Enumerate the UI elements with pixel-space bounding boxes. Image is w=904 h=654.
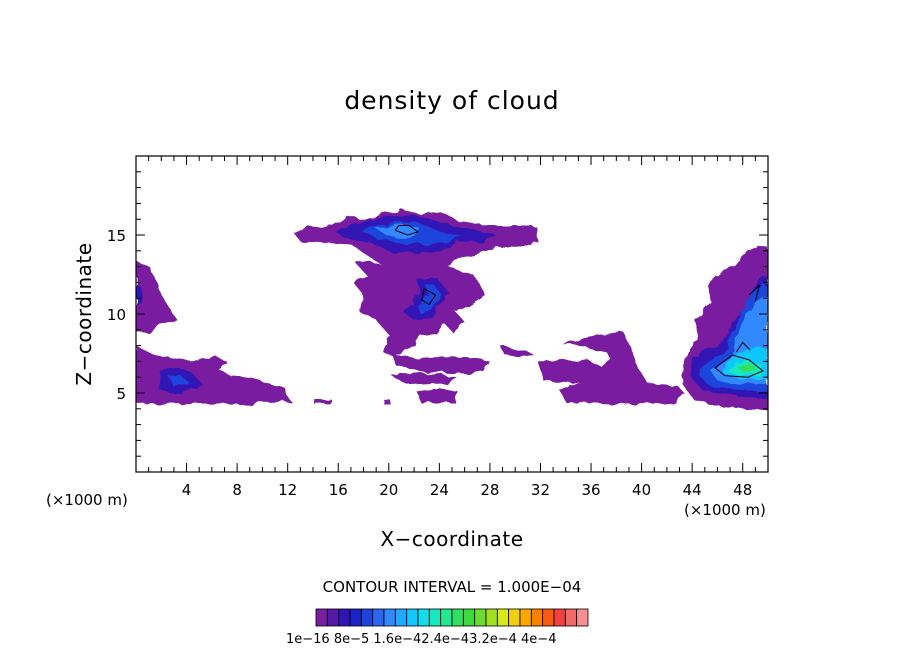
colorbar-swatch	[553, 608, 566, 627]
contour-line	[748, 284, 761, 302]
colorbar-swatch	[394, 608, 408, 627]
x-tick-label: 28	[480, 481, 499, 499]
density-contour-lower-band	[416, 388, 459, 403]
y-axis-ticks: 5 10 15	[107, 171, 768, 457]
x-tick-label: 12	[278, 481, 297, 499]
colorbar-swatch	[349, 608, 362, 627]
density-contour-left-upper-inner	[136, 282, 143, 305]
density-contour-lower-band	[314, 399, 332, 405]
density-contour-lower-band	[500, 345, 535, 357]
cloud-density-field	[136, 209, 768, 411]
colorbar-swatch	[485, 608, 498, 627]
colorbar-swatch	[474, 608, 487, 627]
x-tick-label: 40	[632, 481, 651, 499]
density-contour-lower-band	[559, 331, 686, 405]
density-contour-right-peak	[737, 363, 757, 373]
colorbar-tick-labels: 1e−16 8e−5 1.6e−42.4e−43.2e−4 4e−4	[286, 632, 557, 647]
y-tick-label: 5	[116, 385, 126, 403]
contour-line	[714, 354, 764, 378]
x-tick-label: 24	[430, 481, 449, 499]
contour-line	[421, 288, 437, 306]
chart-title: density of cloud	[344, 86, 560, 115]
colorbar-swatch	[542, 608, 555, 627]
x-tick-label: 36	[581, 481, 600, 499]
colorbar-swatch	[508, 608, 521, 627]
colorbar-swatch	[428, 608, 442, 627]
density-contour-lower-band	[383, 399, 391, 405]
y-tick-label: 10	[107, 306, 126, 324]
colorbar-swatch	[383, 608, 396, 627]
x-tick-label: 4	[182, 481, 192, 499]
colorbar-swatch	[462, 608, 476, 627]
contour-interval-label: CONTOUR INTERVAL = 1.000E−04	[322, 578, 582, 596]
colorbar-swatch	[406, 608, 419, 627]
x-axis-label: X−coordinate	[380, 527, 524, 551]
density-contour-left-upper	[136, 260, 178, 333]
density-contour-left-lower	[136, 345, 291, 405]
colorbar-swatch	[576, 608, 589, 627]
density-contour-lower-band	[392, 355, 490, 374]
contour-line	[394, 225, 420, 236]
y-axis-label: Z−coordinate	[72, 242, 96, 386]
y-tick-label: 15	[107, 227, 126, 245]
colorbar-swatch	[360, 608, 374, 627]
colorbar-swatch	[564, 608, 578, 627]
colorbar	[315, 608, 589, 627]
x-unit-label-left: (×1000 m)	[46, 491, 128, 509]
colorbar-swatch	[451, 608, 464, 627]
x-tick-label: 44	[683, 481, 702, 499]
colorbar-swatch	[315, 608, 328, 627]
x-tick-label: 20	[379, 481, 398, 499]
x-tick-label: 32	[531, 481, 550, 499]
x-tick-label: 48	[733, 481, 752, 499]
density-contour-column-core	[416, 284, 442, 314]
colorbar-swatch	[519, 608, 532, 627]
colorbar-swatch	[338, 608, 351, 627]
x-unit-label-right: (×1000 m)	[684, 501, 766, 519]
colorbar-swatch	[496, 608, 510, 627]
colorbar-swatch	[530, 608, 544, 627]
density-contour-lower-band	[391, 372, 458, 386]
colorbar-swatch	[440, 608, 453, 627]
x-axis-ticks: 4 8 12 16 20 24 28 32 36 40 44 48	[148, 156, 756, 499]
x-tick-label: 8	[232, 481, 242, 499]
colorbar-swatch	[326, 608, 340, 627]
colorbar-swatch	[372, 608, 385, 627]
density-contour-left-core	[167, 375, 190, 387]
colorbar-swatch	[417, 608, 430, 627]
x-tick-label: 16	[329, 481, 348, 499]
contour-line	[735, 341, 751, 353]
